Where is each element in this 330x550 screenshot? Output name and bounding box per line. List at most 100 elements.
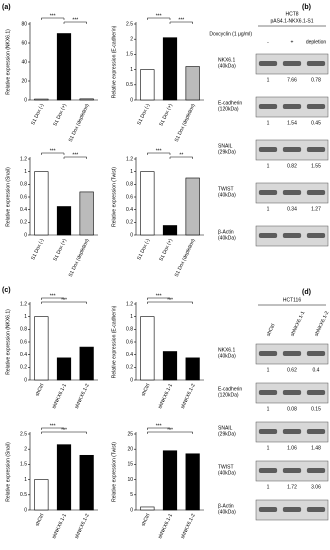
y-tick-label: 0 bbox=[130, 232, 133, 238]
x-tick-label: shCtrl bbox=[140, 383, 151, 397]
band-ratio: 0.4 bbox=[313, 367, 320, 373]
y-tick-label: 1.2 bbox=[126, 301, 133, 307]
x-tick-label: shNKX6.1-1 bbox=[157, 513, 174, 540]
y-tick-label: 2 bbox=[24, 447, 27, 453]
x-tick-label: S1 Dox (-) bbox=[30, 238, 45, 261]
protein-size: (40kDa) bbox=[218, 470, 236, 476]
y-tick-label: 0.2 bbox=[20, 220, 27, 226]
bar bbox=[56, 33, 72, 101]
protein-size: (29kDa) bbox=[218, 431, 236, 437]
significance-label: *** bbox=[167, 297, 173, 303]
protein-label: NKX6.1 bbox=[218, 57, 235, 63]
blot-band bbox=[306, 233, 326, 238]
y-tick-label: 0.8 bbox=[20, 182, 27, 188]
band-ratio: 1 bbox=[267, 367, 270, 373]
bar bbox=[79, 454, 94, 511]
significance-bracket bbox=[147, 297, 171, 300]
significance-bracket bbox=[41, 427, 65, 430]
lane-label: shNKX6.1-2 bbox=[314, 310, 330, 337]
y-tick-label: 0.6 bbox=[126, 194, 133, 200]
protein-label: SNAIL bbox=[218, 143, 233, 149]
bar bbox=[34, 316, 49, 381]
bar bbox=[185, 357, 200, 381]
significance-label: *** bbox=[72, 152, 78, 158]
y-tick-label: 5 bbox=[130, 492, 133, 498]
lane-label: + bbox=[291, 39, 294, 45]
blot-band bbox=[258, 507, 278, 512]
y-tick-label: 0.8 bbox=[20, 327, 27, 333]
band-ratio: 1 bbox=[267, 77, 270, 83]
band-ratio: 1 bbox=[267, 163, 270, 169]
band-ratio: 1.06 bbox=[287, 445, 297, 451]
significance-bracket bbox=[41, 431, 87, 434]
band-ratio: 1 bbox=[267, 206, 270, 212]
band-ratio: 1 bbox=[267, 120, 270, 126]
band-ratio: 0.62 bbox=[287, 367, 297, 373]
significance-label: *** bbox=[156, 148, 162, 154]
significance-bracket bbox=[147, 431, 193, 434]
protein-size: (29kDa) bbox=[218, 149, 236, 155]
x-tick-label: S1 Dox (depletion) bbox=[174, 103, 197, 143]
blot-band bbox=[282, 61, 302, 66]
bar bbox=[34, 479, 49, 511]
y-tick-label: 0.6 bbox=[20, 194, 27, 200]
y-axis-label: Relative expression (NKX6.1) bbox=[5, 29, 11, 95]
bar bbox=[140, 69, 155, 101]
y-tick-label: 1 bbox=[130, 314, 133, 320]
bar bbox=[162, 450, 178, 511]
lane-label: - bbox=[267, 39, 269, 45]
blot-band bbox=[258, 233, 278, 238]
y-tick-label: 1 bbox=[130, 67, 133, 73]
bar bbox=[185, 177, 200, 236]
protein-label: E-cadherin bbox=[218, 100, 242, 106]
significance-label: *** bbox=[156, 423, 162, 429]
y-axis-label: Relative expression (E-cadherin) bbox=[111, 305, 117, 378]
protein-size: (120kDa) bbox=[218, 392, 239, 398]
x-tick-label: shNKX6.1-2 bbox=[180, 383, 197, 410]
blot-band bbox=[258, 429, 278, 434]
blot-band bbox=[282, 507, 302, 512]
y-tick-label: 0 bbox=[24, 377, 27, 383]
y-tick-label: 25 bbox=[127, 431, 133, 437]
band-ratio: 0.34 bbox=[287, 206, 297, 212]
y-tick-label: 0.4 bbox=[20, 352, 27, 358]
x-tick-label: shCtrl bbox=[34, 513, 45, 527]
blot-band bbox=[282, 390, 302, 395]
y-tick-label: 0.4 bbox=[20, 207, 27, 213]
x-tick-label: shNKX6.1-2 bbox=[74, 383, 91, 410]
band-ratio: 0.15 bbox=[311, 406, 321, 412]
x-tick-label: shCtrl bbox=[140, 513, 151, 527]
significance-bracket bbox=[63, 21, 87, 24]
significance-label: *** bbox=[50, 13, 56, 19]
protein-label: E-cadherin bbox=[218, 386, 242, 392]
blot-band bbox=[258, 147, 278, 152]
y-tick-label: 20 bbox=[127, 447, 133, 453]
band-ratio: 7.66 bbox=[287, 77, 297, 83]
y-tick-label: 0.8 bbox=[126, 182, 133, 188]
band-ratio: 0.82 bbox=[287, 163, 297, 169]
significance-bracket bbox=[41, 17, 65, 20]
blot-band bbox=[282, 351, 302, 356]
significance-bracket bbox=[169, 21, 193, 24]
y-tick-label: 0.4 bbox=[126, 352, 133, 358]
y-axis-label: Relative expression (E-cadherin) bbox=[111, 25, 117, 98]
y-tick-label: 1 bbox=[130, 169, 133, 175]
y-tick-label: 0.2 bbox=[20, 365, 27, 371]
band-ratio: 1.72 bbox=[287, 484, 297, 490]
blot-band bbox=[306, 390, 326, 395]
panel-label: (d) bbox=[302, 289, 311, 296]
x-tick-label: S1 Dox (-) bbox=[136, 238, 151, 261]
significance-bracket bbox=[63, 156, 87, 159]
significance-bracket bbox=[147, 152, 171, 155]
y-tick-label: 1.5 bbox=[126, 52, 133, 58]
x-tick-label: S1 Dox (depletion) bbox=[174, 238, 197, 278]
blot-band bbox=[282, 429, 302, 434]
x-tick-label: S1 Dox (depletion) bbox=[68, 103, 91, 143]
bar bbox=[140, 316, 155, 381]
x-tick-label: S1 Dox (+) bbox=[52, 238, 68, 263]
bar bbox=[34, 171, 49, 236]
condition-label: Doxcyclin (1 μg/ml) bbox=[209, 31, 252, 37]
bar bbox=[79, 346, 94, 381]
y-axis-label: Relative expression (Twist) bbox=[111, 167, 117, 227]
blot-band bbox=[282, 233, 302, 238]
